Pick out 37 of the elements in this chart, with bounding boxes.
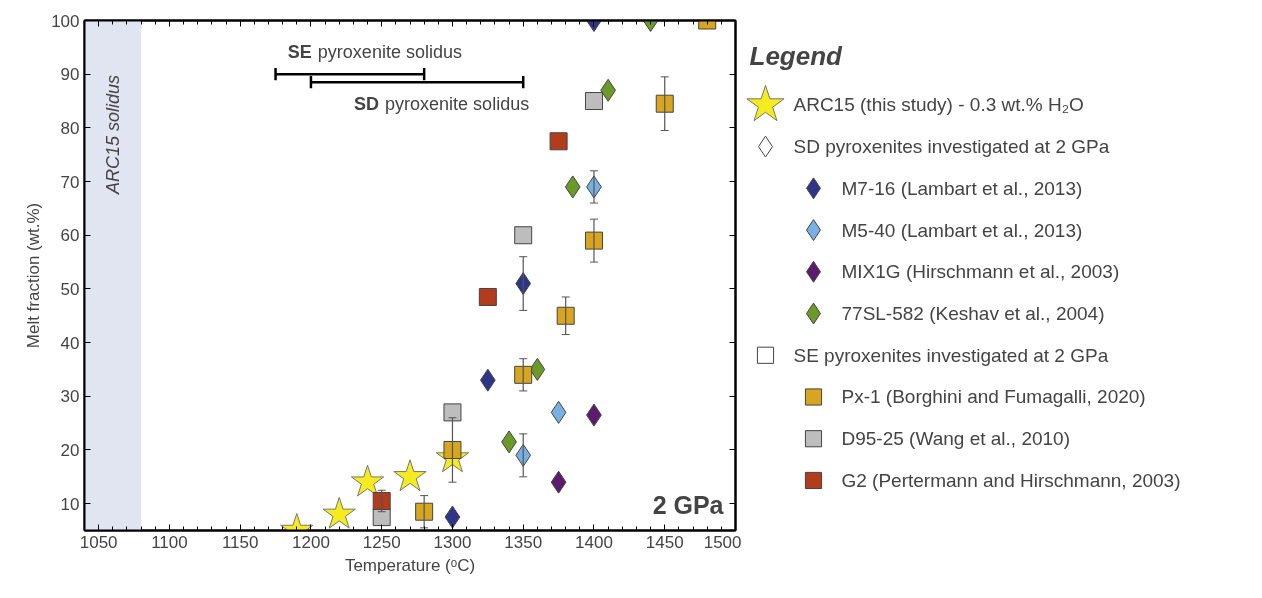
y-tick-label: 20 xyxy=(60,440,80,460)
y-tick-label: 30 xyxy=(60,387,80,407)
legend-label: G2 (Pertermann and Hirschmann, 2003) xyxy=(841,469,1181,491)
annotation: 2 GPa xyxy=(652,490,725,519)
x-tick-label: 1300 xyxy=(433,532,472,552)
x-tick-label: 1450 xyxy=(645,532,684,552)
y-tick-label: 100 xyxy=(51,11,80,31)
legend-label: MIX1G (Hirschmann et al., 2003) xyxy=(841,261,1120,283)
band-label: ARC15 solidus xyxy=(102,75,123,196)
legend-label: ARC15 (this study) - 0.3 wt.% H₂O xyxy=(793,94,1084,116)
legend-label: M5-40 (Lambart et al., 2013) xyxy=(841,219,1083,241)
y-tick-label: 10 xyxy=(60,494,80,514)
x-tick-label: 1100 xyxy=(151,532,188,552)
x-tick-label: 1200 xyxy=(292,532,330,552)
x-tick-label: 1150 xyxy=(221,532,259,552)
y-tick-label: 40 xyxy=(60,333,80,353)
y-tick-label: 50 xyxy=(60,279,80,299)
y-tick-label: 80 xyxy=(60,118,80,138)
x-tick-label: 1400 xyxy=(575,532,613,552)
x-tick-label: 1350 xyxy=(504,532,543,552)
y-tick-label: 90 xyxy=(60,65,80,85)
x-tick-label: 1250 xyxy=(362,532,401,552)
x-tick-label: 1050 xyxy=(79,532,118,552)
series-label: SD pyroxenite solidus xyxy=(354,94,530,115)
y-tick-label: 60 xyxy=(60,226,80,246)
x-axis-title: Temperature (ᵒC) xyxy=(344,555,476,575)
legend-label: D95-25 (Wang et al., 2010) xyxy=(841,428,1070,450)
legend-label: 77SL-582 (Keshav et al., 2004) xyxy=(841,303,1105,325)
legend-label: Px-1 (Borghini and Fumagalli, 2020) xyxy=(841,386,1146,408)
series-label: SE pyroxenite solidus xyxy=(287,42,462,63)
legend-label: M7-16 (Lambart et al., 2013) xyxy=(841,177,1083,199)
y-axis-title: Melt fraction (wt.%) xyxy=(24,202,44,349)
x-tick-label: 1500 xyxy=(703,532,742,552)
y-tick-label: 70 xyxy=(60,172,80,192)
legend-label: SD pyroxenites investigated at 2 GPa xyxy=(793,136,1110,158)
legend-title: Legend xyxy=(749,41,844,72)
legend-label: SE pyroxenites investigated at 2 GPa xyxy=(793,344,1109,366)
